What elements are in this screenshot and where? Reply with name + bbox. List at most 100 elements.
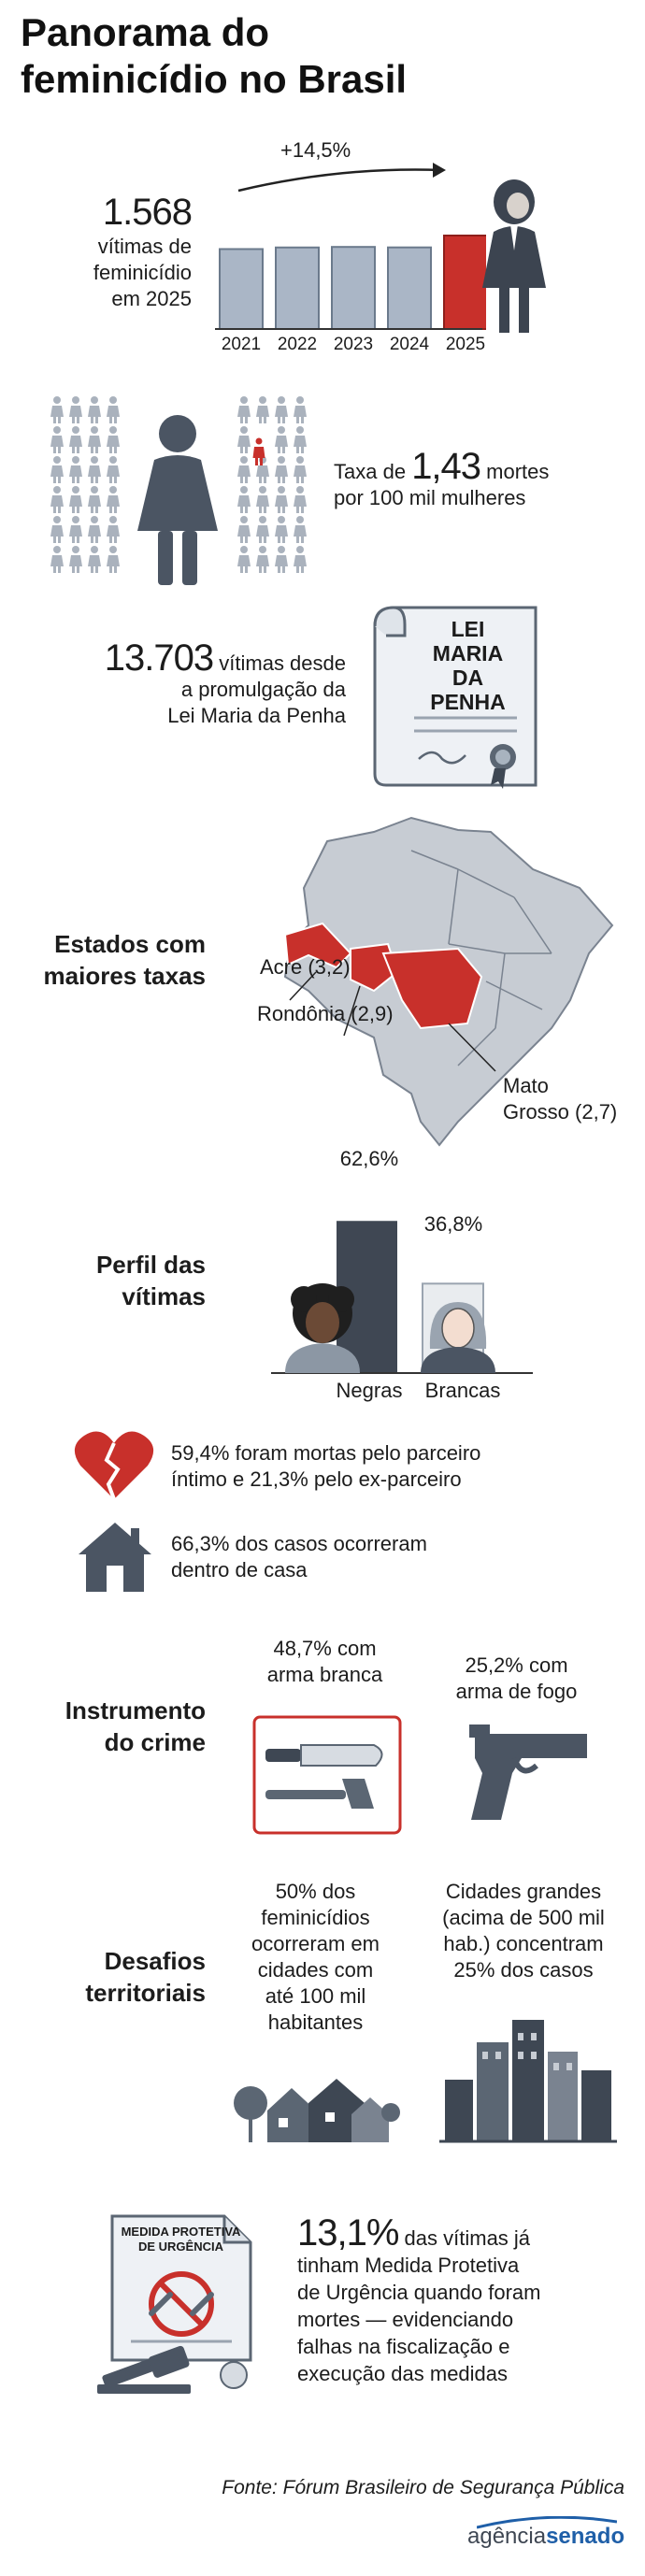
law-doc-line-1: LEI <box>451 617 485 641</box>
agency-logo: agênciasenado <box>467 2516 625 2550</box>
person-icon <box>50 516 64 543</box>
weapon-label-line-2: do crime <box>104 1728 206 1756</box>
protective-text: 13,1% das vítimas já tinham Medida Prote… <box>297 2214 634 2387</box>
person-icon <box>275 486 288 513</box>
law-line-1: vítimas desde <box>219 651 346 675</box>
bar-2024 <box>387 246 432 330</box>
year-label-2025: 2025 <box>445 335 486 354</box>
law-line-2: a promulgação da <box>180 678 346 701</box>
weapon-label: Instrumento do crime <box>19 1695 206 1758</box>
person-icon <box>88 516 101 543</box>
acre-label: Acre (3,2) <box>260 955 351 979</box>
year-label-2024: 2024 <box>389 335 430 354</box>
black-pct: 62,6% <box>339 1147 399 1170</box>
mt-label-line-2: Grosso (2,7) <box>503 1100 618 1123</box>
logo-part-2: senado <box>546 2524 625 2549</box>
growth-arrow-icon <box>237 163 446 193</box>
states-label-line-1: Estados com <box>54 930 206 958</box>
territory-label-line-2: territoriais <box>85 1979 206 2007</box>
bar-2021 <box>219 248 264 330</box>
person-icon <box>69 456 82 483</box>
person-icon <box>275 456 288 483</box>
acre-state <box>283 922 352 969</box>
profile-label-line-1: Perfil das <box>95 1251 206 1279</box>
person-icon <box>50 426 64 453</box>
protective-line-2: tinham Medida Protetiva <box>297 2254 520 2277</box>
home-line-1: 66,3% dos casos ocorreram <box>171 1532 427 1555</box>
protective-line-5: falhas na fiscalização e <box>297 2335 510 2358</box>
person-icon <box>237 516 251 543</box>
person-icon <box>275 396 288 423</box>
mt-label-line-1: Mato <box>503 1074 549 1097</box>
growth-label: +14,5% <box>280 138 351 162</box>
rondonia-label: Rondônia (2,9) <box>257 1002 394 1025</box>
highlighted-woman-icon <box>252 437 265 465</box>
profile-label: Perfil das vítimas <box>19 1249 206 1312</box>
person-icon <box>88 456 101 483</box>
person-icon <box>107 426 120 453</box>
law-document-icon <box>373 606 538 789</box>
small-cities-line-4: cidades com <box>257 1958 374 1982</box>
person-icon <box>294 396 307 423</box>
bar-2025 <box>443 235 486 330</box>
protective-doc-title: MEDIDA PROTETIVA DE URGÊNCIA <box>118 2225 244 2254</box>
big-cities-text: Cidades grandes (acima de 500 mil hab.) … <box>430 1879 617 1983</box>
protective-line-3: de Urgência quando foram <box>297 2281 541 2304</box>
black-label: Negras <box>336 1379 403 1402</box>
law-doc-title: LEI MARIA DA PENHA <box>414 617 522 714</box>
person-icon <box>237 546 251 573</box>
black-woman-icon <box>285 1283 360 1373</box>
law-doc-line-3: DA PENHA <box>430 665 506 714</box>
victims-bar-chart <box>215 235 486 330</box>
big-city-icon <box>439 2020 617 2143</box>
big-cities-line-2: (acima de 500 mil <box>442 1906 605 1929</box>
partner-text: 59,4% foram mortas pelo parceiro íntimo … <box>171 1440 620 1493</box>
protective-doc-line-2: DE URGÊNCIA <box>137 2240 223 2254</box>
white-weapon-text: 48,7% com arma branca <box>248 1636 402 1688</box>
person-icon <box>69 486 82 513</box>
law-line-3: Lei Maria da Penha <box>167 704 346 727</box>
person-icon <box>107 516 120 543</box>
person-icon <box>275 546 288 573</box>
person-icon <box>107 396 120 423</box>
rate-line-2: por 100 mil mulheres <box>334 486 526 509</box>
rate-value: 1,43 <box>411 446 481 487</box>
person-icon <box>88 486 101 513</box>
white-weapon-line-2: arma branca <box>266 1663 383 1686</box>
person-icon <box>294 426 307 453</box>
gun-icon <box>469 1724 587 1820</box>
states-label: Estados com maiores taxas <box>19 928 206 992</box>
year-labels: 2021 2022 2023 2024 2025 <box>206 335 486 359</box>
person-icon <box>237 426 251 453</box>
year-label-2021: 2021 <box>221 335 262 354</box>
title-line-1: Panorama do <box>21 10 270 54</box>
partner-line-2: íntimo e 21,3% pelo ex-parceiro <box>171 1467 462 1491</box>
person-icon <box>294 486 307 513</box>
person-icon <box>256 486 269 513</box>
home-line-2: dentro de casa <box>171 1558 308 1581</box>
territory-label: Desafios territoriais <box>19 1945 206 2009</box>
person-icon <box>88 396 101 423</box>
person-icon <box>107 486 120 513</box>
small-cities-line-1: 50% dos <box>275 1880 356 1903</box>
person-icon <box>69 516 82 543</box>
rate-prefix: Taxa de <box>334 460 407 483</box>
small-cities-line-2: feminicídios <box>261 1906 370 1929</box>
woman-icon <box>137 415 218 585</box>
person-icon <box>69 546 82 573</box>
fire-weapon-text: 25,2% com arma de fogo <box>430 1653 603 1705</box>
person-icon <box>69 426 82 453</box>
weapon-label-line-1: Instrumento <box>64 1696 206 1724</box>
person-icon <box>294 456 307 483</box>
brazil-map <box>283 816 614 1147</box>
person-icon <box>88 426 101 453</box>
small-cities-text: 50% dos feminicídios ocorreram em cidade… <box>234 1879 397 2036</box>
states-label-line-2: maiores taxas <box>43 962 206 990</box>
house-icon <box>79 1523 151 1592</box>
person-icon <box>50 396 64 423</box>
person-icon <box>69 396 82 423</box>
small-town-icon <box>234 2079 400 2142</box>
person-icon <box>275 426 288 453</box>
protective-line-4: mortes — evidenciando <box>297 2308 514 2331</box>
mourning-woman-icon <box>482 179 546 333</box>
